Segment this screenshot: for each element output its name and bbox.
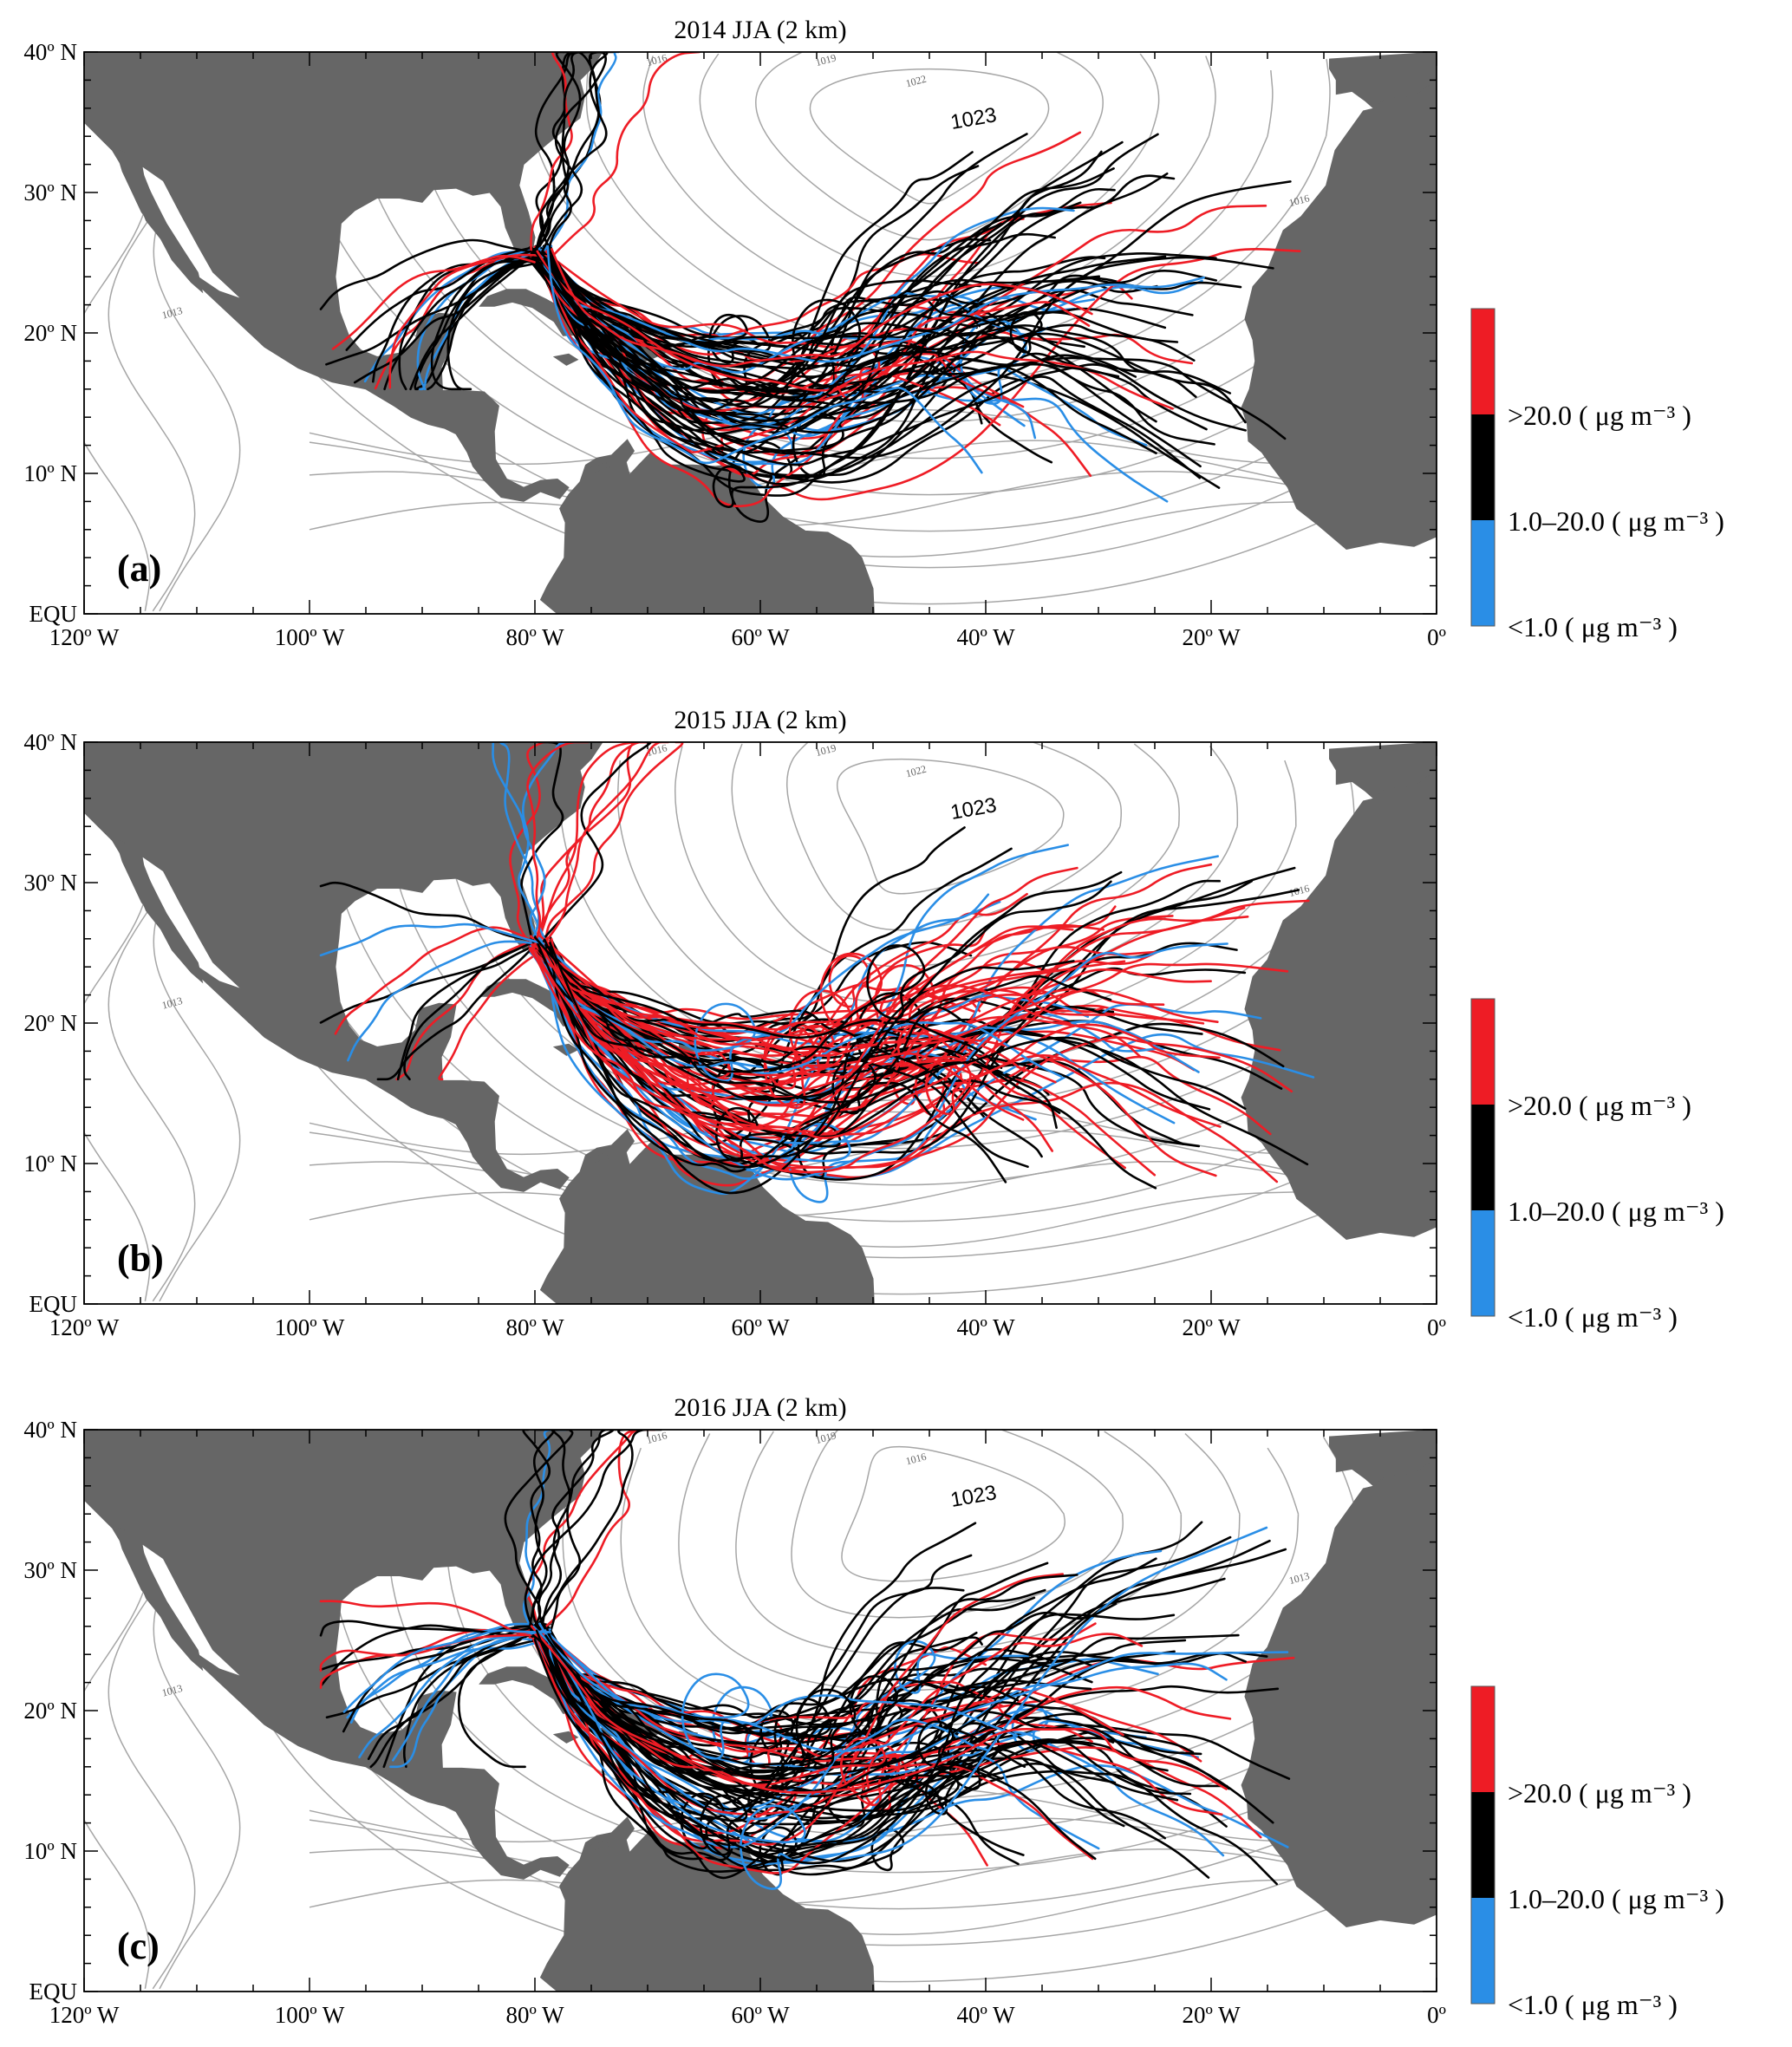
lon-tick-label: 20º W xyxy=(1182,1314,1241,1340)
lon-tick-label: 60º W xyxy=(731,2002,790,2028)
lat-tick-label: 30º N xyxy=(23,870,77,896)
legend-swatch xyxy=(1471,1105,1495,1210)
map-panel-a: 2014 JJA (2 km) 1016 101910221023101310161… xyxy=(23,16,1724,650)
map-area: 1016 101910221023101310161016 xyxy=(63,741,1437,1304)
legend-label: 1.0–20.0 ( μg m⁻³ ) xyxy=(1508,1883,1724,1914)
lon-tick-label: 40º W xyxy=(956,2002,1015,2028)
lon-tick-label: 60º W xyxy=(731,624,790,650)
map-area: 1016 101910161023101310131016 xyxy=(63,1429,1437,1992)
lon-tick-label: 120º W xyxy=(49,2002,120,2028)
lon-tick-label: 20º W xyxy=(1182,624,1241,650)
lat-tick-label: EQU xyxy=(29,1979,78,2005)
lon-tick-label: 100º W xyxy=(275,2002,345,2028)
legend-label: <1.0 ( μg m⁻³ ) xyxy=(1508,1989,1678,2020)
panel-title: 2014 JJA (2 km) xyxy=(674,16,846,44)
lat-tick-label: 40º N xyxy=(23,729,77,755)
lon-tick-label: 0º xyxy=(1427,624,1446,650)
concentration-legend: >20.0 ( μg m⁻³ ) 1.0–20.0 ( μg m⁻³ ) <1.0 … xyxy=(1471,999,1724,1333)
lat-tick-label: 10º N xyxy=(23,1151,77,1177)
map-panel-b: 2015 JJA (2 km) 1016 101910221023101310161… xyxy=(23,706,1724,1340)
concentration-legend: >20.0 ( μg m⁻³ ) 1.0–20.0 ( μg m⁻³ ) <1.0 … xyxy=(1471,1686,1724,2020)
lat-tick-label: 30º N xyxy=(23,1557,77,1583)
lat-tick-label: 20º N xyxy=(23,320,77,346)
legend-swatch xyxy=(1471,1210,1495,1316)
lon-tick-label: 80º W xyxy=(505,624,564,650)
legend-swatch xyxy=(1471,520,1495,626)
lat-tick-label: 10º N xyxy=(23,1838,77,1864)
lon-tick-label: 0º xyxy=(1427,1314,1446,1340)
map-panel-c: 2016 JJA (2 km) 1016 101910161023101310131… xyxy=(23,1393,1724,2028)
lon-tick-label: 80º W xyxy=(505,2002,564,2028)
legend-swatch xyxy=(1471,999,1495,1105)
lon-tick-label: 20º W xyxy=(1182,2002,1241,2028)
legend-label: <1.0 ( μg m⁻³ ) xyxy=(1508,611,1678,642)
lat-tick-label: 30º N xyxy=(23,179,77,205)
lat-tick-label: 20º N xyxy=(23,1698,77,1724)
panel-title: 2015 JJA (2 km) xyxy=(674,706,846,734)
lon-tick-label: 60º W xyxy=(731,1314,790,1340)
lat-tick-label: 20º N xyxy=(23,1010,77,1036)
legend-swatch xyxy=(1471,1792,1495,1898)
legend-label: 1.0–20.0 ( μg m⁻³ ) xyxy=(1508,1196,1724,1227)
lon-tick-label: 0º xyxy=(1427,2002,1446,2028)
lat-tick-label: EQU xyxy=(29,1291,78,1317)
lon-tick-label: 100º W xyxy=(275,624,345,650)
legend-label: 1.0–20.0 ( μg m⁻³ ) xyxy=(1508,505,1724,537)
lon-tick-label: 40º W xyxy=(956,1314,1015,1340)
lat-tick-label: 40º N xyxy=(23,1417,77,1443)
map-area: 1016 1019102210231013101610101016 xyxy=(63,51,1437,614)
panel-label: (a) xyxy=(117,547,161,590)
legend-swatch xyxy=(1471,1898,1495,2004)
lat-tick-label: 40º N xyxy=(23,39,77,65)
legend-swatch xyxy=(1471,1686,1495,1792)
concentration-legend: >20.0 ( μg m⁻³ ) 1.0–20.0 ( μg m⁻³ ) <1.0 … xyxy=(1471,309,1724,642)
legend-swatch xyxy=(1471,309,1495,414)
panel-label: (c) xyxy=(117,1925,160,1967)
legend-label: <1.0 ( μg m⁻³ ) xyxy=(1508,1301,1678,1333)
lon-tick-label: 100º W xyxy=(275,1314,345,1340)
lon-tick-label: 120º W xyxy=(49,1314,120,1340)
lon-tick-label: 40º W xyxy=(956,624,1015,650)
lat-tick-label: EQU xyxy=(29,601,78,627)
legend-label: >20.0 ( μg m⁻³ ) xyxy=(1508,400,1691,431)
legend-swatch xyxy=(1471,414,1495,520)
lon-tick-label: 120º W xyxy=(49,624,120,650)
lat-tick-label: 10º N xyxy=(23,460,77,486)
lon-tick-label: 80º W xyxy=(505,1314,564,1340)
panel-title: 2016 JJA (2 km) xyxy=(674,1393,846,1422)
panel-label: (b) xyxy=(117,1237,164,1280)
legend-label: >20.0 ( μg m⁻³ ) xyxy=(1508,1777,1691,1809)
legend-label: >20.0 ( μg m⁻³ ) xyxy=(1508,1090,1691,1121)
